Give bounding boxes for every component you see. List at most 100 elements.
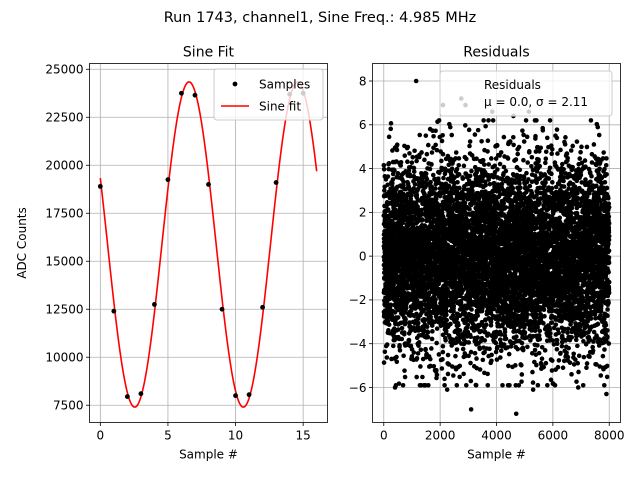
sample-point — [219, 306, 225, 312]
residual-point — [390, 343, 396, 349]
residual-point — [519, 363, 524, 368]
residual-point — [486, 118, 491, 123]
residual-point — [505, 156, 511, 161]
residual-point — [429, 162, 434, 167]
residual-point — [402, 330, 407, 335]
residual-point — [460, 176, 466, 181]
residual-point — [498, 150, 504, 155]
sample-point — [124, 394, 130, 399]
residual-point — [394, 359, 400, 365]
residual-point — [392, 310, 398, 315]
residual-point — [472, 350, 478, 356]
residual-point — [475, 335, 480, 340]
residual-point — [469, 168, 474, 174]
residual-point — [395, 315, 401, 320]
residual-point — [386, 322, 392, 327]
residual-point — [493, 340, 499, 346]
residual-point — [385, 182, 391, 188]
residual-point — [506, 351, 512, 357]
residual-point — [403, 317, 408, 322]
residual-point — [442, 376, 447, 382]
residual-point — [457, 374, 462, 380]
y-tick-label: 25000 — [45, 63, 83, 77]
residual-point — [436, 176, 441, 181]
residual-point — [456, 156, 462, 161]
residual-point — [499, 181, 505, 187]
residual-point — [397, 348, 403, 353]
residual-point — [424, 151, 430, 157]
residual-point — [503, 336, 509, 342]
residual-point — [472, 132, 478, 137]
residual-point — [481, 118, 486, 123]
residual-point — [464, 156, 469, 162]
residual-point — [400, 382, 406, 388]
residual-point — [495, 167, 500, 172]
residual-point — [457, 363, 463, 369]
residual-point — [399, 336, 405, 342]
residual-point — [466, 340, 472, 345]
legend-marker-samples — [232, 81, 238, 87]
residual-point — [515, 151, 521, 157]
sample-point — [179, 90, 184, 96]
residual-point — [381, 166, 387, 172]
residual-point — [395, 202, 401, 207]
residual-point — [479, 138, 484, 144]
residual-point — [415, 351, 421, 356]
residual-point — [457, 328, 463, 333]
residual-point — [390, 180, 395, 186]
residual-point — [477, 367, 483, 372]
y-tick-label: 10000 — [45, 351, 83, 365]
residual-point — [401, 183, 406, 188]
sample-point — [192, 92, 198, 98]
residual-point — [488, 156, 494, 161]
residual-point — [407, 320, 412, 325]
residual-point — [392, 168, 397, 173]
residual-point — [462, 310, 468, 316]
residual-point — [516, 144, 522, 150]
residual-point — [489, 358, 494, 364]
sample-point — [97, 183, 103, 189]
residual-point — [485, 138, 491, 144]
residual-point — [395, 171, 401, 176]
residual-point — [402, 368, 407, 373]
residual-point — [408, 173, 413, 179]
residual-point — [399, 325, 405, 331]
legend-box — [213, 68, 324, 121]
residual-point — [467, 207, 472, 212]
residual-point — [428, 356, 433, 362]
residual-point — [518, 185, 523, 191]
residual-point — [462, 200, 468, 206]
residual-point — [406, 337, 412, 343]
residual-point — [382, 349, 388, 355]
residual-point — [444, 312, 449, 318]
residual-point — [487, 346, 492, 352]
residual-point — [386, 134, 392, 140]
residual-point — [429, 346, 434, 351]
residual-point — [513, 363, 518, 368]
residual-point — [498, 348, 504, 354]
residual-point — [444, 317, 450, 323]
y-axis-label: ADC Counts — [15, 207, 29, 279]
residual-point — [433, 186, 438, 191]
y-tick-label: 15000 — [45, 255, 83, 269]
x-axis-label: Sample # — [179, 448, 238, 462]
residual-point — [425, 330, 431, 335]
residual-point — [425, 142, 431, 148]
residual-point — [467, 173, 473, 179]
residual-point — [454, 347, 460, 352]
sample-point — [165, 177, 171, 183]
residual-point — [501, 134, 507, 140]
residual-point — [457, 185, 462, 191]
sample-point — [273, 180, 279, 185]
residual-point — [515, 346, 520, 352]
residual-point — [476, 323, 482, 329]
residual-point — [415, 320, 421, 326]
residual-point — [425, 334, 431, 340]
residual-point — [434, 326, 440, 331]
residual-point — [456, 162, 462, 168]
residual-point — [423, 171, 429, 177]
axes-title: Sine Fit — [183, 45, 235, 61]
residual-point — [516, 382, 522, 388]
residual-point — [439, 138, 445, 144]
